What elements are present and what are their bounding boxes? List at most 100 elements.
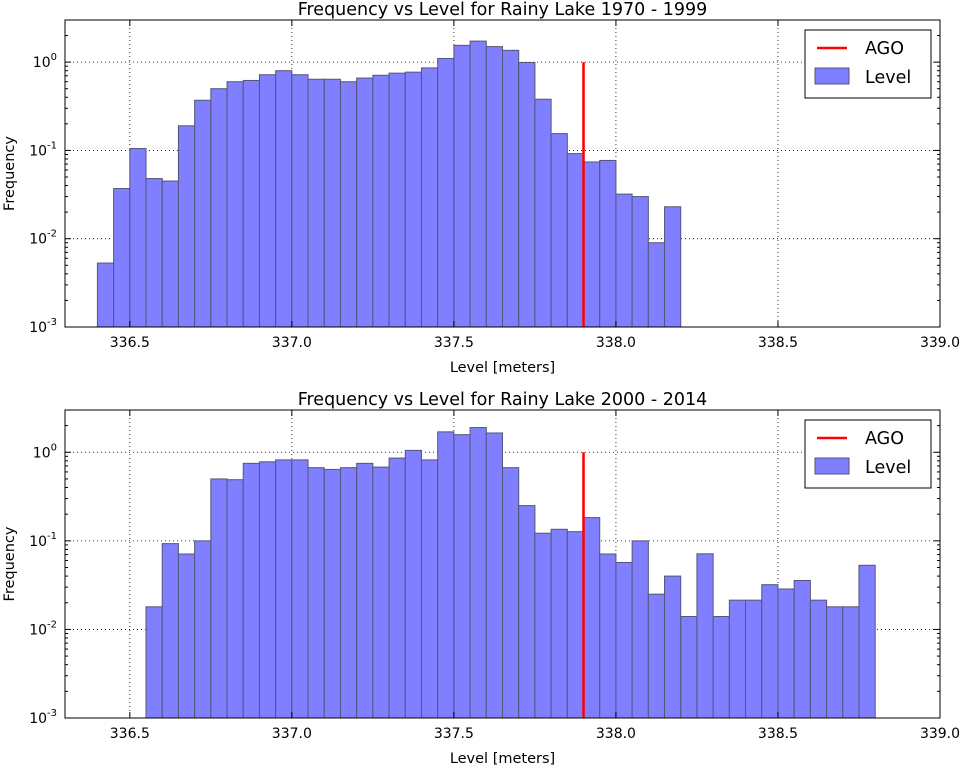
histogram-bar [485,46,503,328]
legend: AGO Level [804,419,932,489]
y-tick-exponent: -3 [47,708,57,719]
y-tick-base: 10 [33,55,51,71]
x-tick-label: 337.5 [434,726,474,742]
y-tick-label: 100 [33,442,57,461]
histogram-bar [453,434,471,719]
axes-frame [64,19,941,328]
histogram-bar [696,553,714,719]
y-tick-label: 10-3 [29,708,57,727]
legend-swatch-level [814,67,850,85]
histogram-bar [323,468,341,719]
histogram-bar [485,432,503,719]
histogram-bar [583,517,601,719]
y-tick-label: 10-2 [29,619,57,638]
histogram-bar [113,188,131,328]
histogram-bar [599,553,617,719]
y-tick-exponent: -1 [47,531,57,542]
y-tick-base: 10 [29,232,47,248]
legend-label-level: Level [865,68,911,88]
histogram-bar [161,180,179,328]
histogram-bar [534,532,552,719]
legend-swatch-level [814,457,850,475]
histogram-bar [210,478,228,719]
y-tick-exponent: 0 [51,52,57,63]
y-tick-base: 10 [33,445,51,461]
histogram-bar [258,74,277,328]
histogram-bar [194,99,212,328]
histogram-bar [453,44,471,328]
histogram-bar [550,133,568,328]
histogram-bar [842,606,860,719]
y-tick-base: 10 [29,622,47,638]
histogram-bar [356,77,374,328]
histogram-bar [550,528,568,719]
histogram-bar [307,467,325,719]
x-tick-label: 338.0 [596,726,636,742]
y-tick-label: 100 [33,52,57,71]
x-tick-label: 336.5 [110,335,150,351]
y-tick-label: 10-3 [29,317,57,336]
y-tick-base: 10 [29,143,47,159]
histogram-bar [356,462,374,719]
y-tick-exponent: -2 [47,229,57,240]
x-tick-label: 337.5 [434,335,474,351]
histogram-bar [177,553,196,719]
histogram-bar [534,98,552,328]
y-tick-base: 10 [29,320,47,336]
histogram-bar [339,467,358,719]
histogram-bar [583,161,601,328]
histogram-bar [404,449,422,719]
y-tick-base: 10 [29,534,47,550]
histogram-bar [680,615,698,719]
histogram-bar [566,531,585,719]
histogram-bar [420,459,439,719]
histogram-bar [858,564,876,719]
histogram-bar [502,49,520,328]
chart-title: Frequency vs Level for Rainy Lake 2000 -… [298,390,708,410]
histogram-bar [226,81,244,328]
legend: AGO Level [804,29,932,99]
x-tick-label: 336.5 [110,726,150,742]
chart-title: Frequency vs Level for Rainy Lake 1970 -… [298,0,708,20]
histogram-bar [826,606,844,719]
histogram-bar [437,57,455,328]
histogram-bar [502,467,520,719]
legend-box [804,29,932,99]
x-axis-label: Level [meters] [450,751,555,767]
histogram-bar [420,67,439,328]
axes-frame [64,409,941,719]
histogram-bars [96,40,682,328]
x-tick-label: 338.0 [596,335,636,351]
histogram-bar [145,178,163,328]
histogram-bar [664,575,682,719]
y-tick-label: 10-1 [29,140,57,159]
histogram-bar [809,599,828,719]
x-tick-label: 337.0 [272,335,312,351]
x-tick-label: 339.0 [920,726,960,742]
histogram-bar [275,70,293,328]
histogram-bar [372,466,390,719]
histogram-bar [275,459,293,719]
y-axis-label: Frequency [2,526,18,601]
histogram-bar [631,540,649,719]
chart-panel-1: 336.5 337.0 337.5 338.0 338.5 339.010-310-210… [2,0,960,376]
histogram-bar [469,427,487,719]
histogram-bar [242,462,260,719]
histogram-bar [388,72,406,328]
x-axis-label: Level [meters] [450,360,555,376]
histogram-bar [664,206,682,328]
y-tick-exponent: 0 [51,442,57,453]
y-axis-label: Frequency [2,136,18,211]
y-tick-exponent: -2 [47,619,57,630]
histogram-bar [728,599,747,719]
legend-label-ago: AGO [865,429,904,449]
histogram-bar [518,62,536,328]
histogram-bar [437,431,455,719]
histogram-bar [761,584,779,719]
x-tick-label: 339.0 [920,335,960,351]
histogram-bar [307,78,325,328]
histogram-bar [145,606,163,719]
histogram-bar [712,615,730,719]
histogram-bar [177,125,196,328]
